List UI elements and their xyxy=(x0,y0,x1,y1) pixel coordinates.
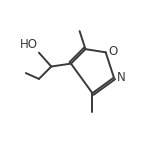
Text: O: O xyxy=(109,45,118,58)
Text: HO: HO xyxy=(19,38,37,51)
Text: N: N xyxy=(117,71,126,84)
